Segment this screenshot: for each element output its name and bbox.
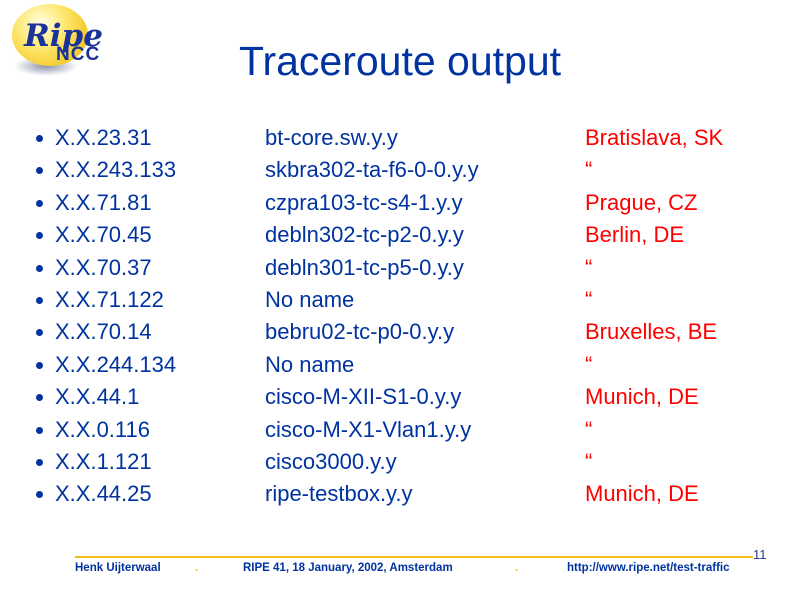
traceroute-row: X.X.44.1 cisco-M-XII-S1-0.y.y Munich, DE xyxy=(0,381,800,413)
hop-ip: X.X.23.31 xyxy=(55,125,152,150)
hop-location: Bratislava, SK xyxy=(585,125,724,150)
bullet-icon xyxy=(36,296,43,304)
hop-ip: X.X.71.122 xyxy=(55,286,164,312)
hop-location: “ xyxy=(585,351,593,377)
traceroute-row: X.X.71.81 czpra103-tc-s4-1.y.y Prague, C… xyxy=(0,187,800,219)
hop-ip: X.X.70.45 xyxy=(55,222,152,248)
traceroute-row: X.X.44.25 ripe-testbox.y.y Munich, DE xyxy=(0,478,800,510)
hop-hostname: cisco-M-X1-Vlan1.y.y xyxy=(265,416,472,442)
hop-ip: X.X.243.133 xyxy=(55,157,177,183)
hop-ip: X.X.70.37 xyxy=(55,254,152,280)
hop-ip: X.X.71.81 xyxy=(55,189,152,215)
footer-divider xyxy=(75,556,753,558)
hop-location: Munich, DE xyxy=(585,481,699,507)
logo-ripe-text: Ripe xyxy=(24,18,103,54)
hop-ip: X.X.244.134 xyxy=(55,351,177,377)
traceroute-row: X.X.70.37 debln301-tc-p5-0.y.y “ xyxy=(0,252,800,284)
traceroute-row: X.X.70.45 debln302-tc-p2-0.y.y Berlin, D… xyxy=(0,219,800,251)
footer: Henk Uijterwaal . RIPE 41, 18 January, 2… xyxy=(75,560,753,578)
slide-title: Traceroute output xyxy=(238,38,562,84)
footer-separator-dot: . xyxy=(515,562,519,574)
hop-hostname: czpra103-tc-s4-1.y.y xyxy=(265,189,463,215)
footer-author: Henk Uijterwaal xyxy=(75,562,161,574)
footer-event: RIPE 41, 18 January, 2002, Amsterdam xyxy=(243,562,453,574)
bullet-icon xyxy=(36,264,43,272)
footer-url: http://www.ripe.net/test-traffic xyxy=(567,562,730,574)
hop-location: Munich, DE xyxy=(585,384,699,410)
page-number: 11 xyxy=(753,547,767,562)
traceroute-list: X.X.23.31 bt-core.sw.y.y Bratislava, SK … xyxy=(0,122,800,511)
traceroute-row: X.X.243.133 skbra302-ta-f6-0-0.y.y “ xyxy=(0,154,800,186)
bullet-icon xyxy=(36,167,43,175)
traceroute-row: X.X.0.116 cisco-M-X1-Vlan1.y.y “ xyxy=(0,414,800,446)
hop-location: “ xyxy=(585,157,593,183)
hop-ip: X.X.44.25 xyxy=(55,481,152,507)
hop-location: “ xyxy=(585,448,593,474)
logo-globe-icon xyxy=(12,4,88,66)
bullet-icon xyxy=(36,361,43,369)
hop-location: “ xyxy=(585,416,593,442)
hop-hostname: ripe-testbox.y.y xyxy=(265,481,413,507)
hop-hostname: bebru02-tc-p0-0.y.y xyxy=(265,319,455,345)
hop-hostname: debln301-tc-p5-0.y.y xyxy=(265,254,464,280)
hop-location: “ xyxy=(585,286,593,312)
traceroute-row: X.X.71.122 No name “ xyxy=(0,284,800,316)
logo-ncc-text: NCC xyxy=(56,44,101,65)
bullet-icon xyxy=(36,458,43,466)
bullet-icon xyxy=(36,135,43,142)
hop-location: Bruxelles, BE xyxy=(585,319,718,345)
bullet-icon xyxy=(36,426,43,434)
hop-hostname: cisco3000.y.y xyxy=(265,448,397,474)
traceroute-row: X.X.70.14 bebru02-tc-p0-0.y.y Bruxelles,… xyxy=(0,316,800,348)
hop-location: “ xyxy=(585,254,593,280)
hop-hostname: cisco-M-XII-S1-0.y.y xyxy=(265,384,462,410)
traceroute-row: X.X.244.134 No name “ xyxy=(0,349,800,381)
hop-hostname: bt-core.sw.y.y xyxy=(265,125,398,150)
bullet-icon xyxy=(36,199,43,207)
hop-ip: X.X.1.121 xyxy=(55,448,152,474)
hop-ip: X.X.44.1 xyxy=(55,384,140,410)
hop-hostname: debln302-tc-p2-0.y.y xyxy=(265,222,464,248)
hop-location: Prague, CZ xyxy=(585,189,698,215)
traceroute-row: X.X.1.121 cisco3000.y.y “ xyxy=(0,446,800,478)
hop-location: Berlin, DE xyxy=(585,222,685,248)
traceroute-row: X.X.23.31 bt-core.sw.y.y Bratislava, SK xyxy=(0,122,800,154)
ripe-ncc-logo: Ripe NCC xyxy=(6,2,136,97)
bullet-icon xyxy=(36,491,43,499)
hop-hostname: No name xyxy=(265,286,355,312)
bullet-icon xyxy=(36,394,43,402)
bullet-icon xyxy=(36,232,43,240)
hop-hostname: No name xyxy=(265,351,355,377)
hop-ip: X.X.0.116 xyxy=(55,416,150,442)
hop-ip: X.X.70.14 xyxy=(55,319,152,345)
hop-hostname: skbra302-ta-f6-0-0.y.y xyxy=(265,157,479,183)
footer-separator-dot: . xyxy=(195,562,199,574)
bullet-icon xyxy=(36,329,43,337)
